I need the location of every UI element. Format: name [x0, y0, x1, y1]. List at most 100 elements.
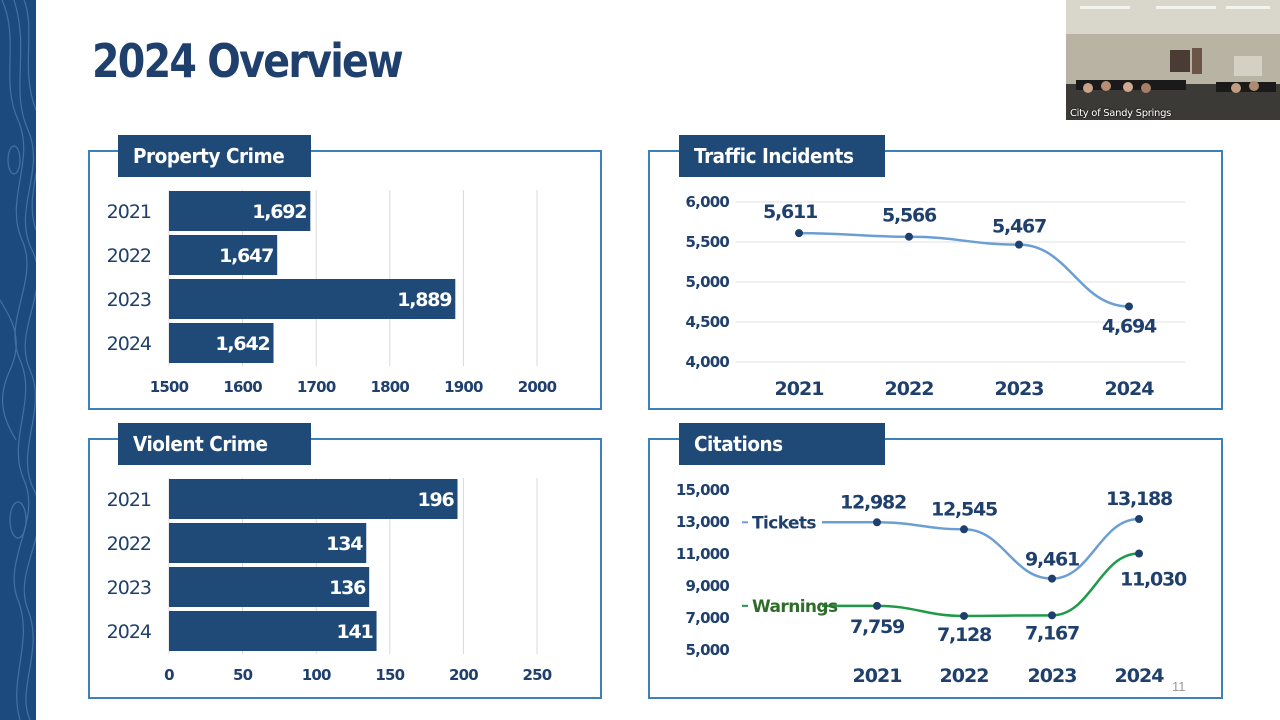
- y-tick-label: 5,000: [686, 641, 730, 659]
- citations-panel-title: Citations: [679, 423, 885, 465]
- data-point: [873, 601, 881, 610]
- x-tick-label: 100: [302, 666, 331, 684]
- page-title: 2024 Overview: [92, 34, 404, 88]
- x-tick-label: 1900: [444, 378, 483, 396]
- traffic-incidents-panel-title: Traffic Incidents: [679, 135, 885, 177]
- y-tick-label: 5,000: [686, 273, 730, 291]
- x-tick-label: 1600: [223, 378, 262, 396]
- data-point: [1125, 302, 1133, 311]
- y-tick-label: 15,000: [676, 481, 729, 499]
- bar: [169, 611, 377, 651]
- y-tick-label: 9,000: [686, 577, 730, 595]
- data-point: [1015, 240, 1023, 249]
- x-tick-label: 250: [523, 666, 552, 684]
- data-point: [1135, 549, 1143, 558]
- x-category-label: 2024: [1105, 378, 1155, 400]
- property-crime-title-text: Property Crime: [133, 144, 285, 168]
- y-tick-label: 5,500: [686, 233, 730, 251]
- data-label: 5,566: [882, 205, 937, 227]
- citations-panel: [648, 438, 1223, 699]
- data-label: 13,188: [1106, 488, 1173, 510]
- x-category-label: 2022: [940, 665, 989, 687]
- category-label: 2021: [107, 201, 151, 223]
- data-label: 9,461: [1025, 549, 1079, 571]
- data-label: 7,759: [850, 616, 904, 638]
- data-label: 196: [417, 489, 454, 511]
- video-feed-thumbnail[interactable]: City of Sandy Springs: [1066, 0, 1280, 120]
- data-label: 134: [326, 533, 363, 555]
- x-category-label: 2022: [885, 378, 934, 400]
- citations-title-text: Citations: [694, 432, 783, 456]
- y-tick-label: 13,000: [676, 513, 729, 531]
- data-point: [960, 611, 968, 620]
- topographic-pattern-icon: [0, 0, 36, 720]
- data-label: 7,128: [937, 624, 992, 646]
- data-label: 12,545: [931, 498, 997, 520]
- category-label: 2023: [107, 289, 151, 311]
- bar: [169, 323, 274, 363]
- x-category-label: 2023: [1028, 665, 1077, 687]
- x-tick-label: 200: [449, 666, 478, 684]
- citations-chart: 5,000 7,000 9,000 11,000 13,000 15,000 2021 202…: [676, 481, 1188, 687]
- property-crime-chart: 1500 1600 1700 1800 1900 2000 2021 1,692 2022 1,6…: [107, 190, 557, 396]
- bar: [169, 191, 311, 231]
- violent-crime-title-text: Violent Crime: [133, 432, 268, 456]
- category-label: 2024: [107, 333, 152, 355]
- violent-crime-chart: 0 50 100 150 200 250 2021 196 2022 134 2023 136 2024…: [107, 478, 553, 684]
- x-tick-label: 1700: [297, 378, 336, 396]
- x-category-label: 2023: [995, 378, 1044, 400]
- data-point: [1048, 611, 1056, 620]
- data-label: 4,694: [1102, 315, 1157, 337]
- data-label: 1,642: [215, 333, 269, 355]
- data-label: 1,692: [252, 201, 306, 223]
- data-label: 7,167: [1025, 622, 1079, 644]
- violent-crime-panel-title: Violent Crime: [118, 423, 311, 465]
- data-label: 5,467: [992, 216, 1046, 238]
- data-label: 1,889: [397, 289, 451, 311]
- category-label: 2024: [107, 621, 152, 643]
- x-category-label: 2024: [1115, 665, 1165, 687]
- data-label: 11,030: [1120, 569, 1187, 591]
- bar: [169, 279, 456, 319]
- traffic-incidents-panel: [648, 150, 1223, 410]
- x-tick-label: 150: [375, 666, 404, 684]
- bar: [169, 235, 278, 275]
- y-tick-label: 4,000: [686, 353, 730, 371]
- category-label: 2022: [107, 533, 151, 555]
- video-caption: City of Sandy Springs: [1070, 108, 1172, 119]
- decorative-side-strip: [0, 0, 36, 720]
- data-point: [960, 525, 968, 534]
- series-line: [798, 231, 1130, 308]
- bar: [169, 479, 458, 519]
- series-line: [822, 517, 1140, 580]
- data-label: 1,647: [219, 245, 273, 267]
- x-tick-label: 1800: [371, 378, 410, 396]
- x-tick-label: 0: [164, 666, 174, 684]
- property-crime-panel-title: Property Crime: [118, 135, 311, 177]
- bar: [169, 567, 370, 607]
- data-label: 12,982: [840, 491, 906, 513]
- category-label: 2022: [107, 245, 151, 267]
- traffic-incidents-title-text: Traffic Incidents: [694, 144, 854, 168]
- category-label: 2021: [107, 489, 151, 511]
- y-tick-label: 4,500: [686, 313, 730, 331]
- y-tick-label: 11,000: [676, 545, 729, 563]
- x-category-label: 2021: [775, 378, 824, 400]
- y-tick-label: 6,000: [686, 193, 730, 211]
- traffic-incidents-chart: 4,000 4,500 5,000 5,500 6,000 2021 2022 2023 202…: [686, 193, 1185, 400]
- data-label: 5,611: [763, 201, 817, 223]
- data-label: 141: [336, 621, 372, 643]
- series-line: [822, 552, 1140, 618]
- data-point: [873, 518, 881, 527]
- data-point: [1048, 574, 1056, 583]
- data-point: [905, 232, 913, 241]
- category-label: 2023: [107, 577, 151, 599]
- meeting-room-image: [1066, 0, 1280, 120]
- page-number: 11: [1172, 679, 1186, 694]
- x-category-label: 2021: [853, 665, 902, 687]
- data-point: [1135, 514, 1143, 523]
- x-tick-label: 50: [233, 666, 253, 684]
- data-point: [795, 229, 803, 238]
- data-label: 136: [329, 577, 366, 599]
- x-tick-label: 1500: [150, 378, 189, 396]
